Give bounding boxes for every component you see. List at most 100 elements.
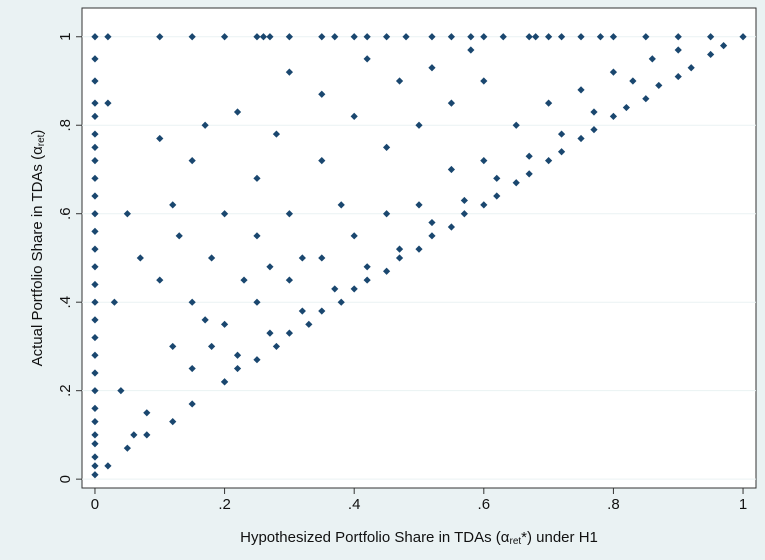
point: [415, 245, 423, 253]
point: [493, 174, 501, 182]
point: [363, 263, 371, 271]
point: [648, 55, 656, 63]
point: [123, 444, 131, 452]
point: [91, 192, 99, 200]
point: [545, 157, 553, 165]
point: [428, 218, 436, 227]
y-tick-label: .6: [57, 207, 74, 220]
point: [156, 33, 164, 41]
x-tick-label: .4: [348, 496, 361, 513]
point: [91, 227, 99, 236]
point: [655, 81, 663, 90]
point: [447, 223, 456, 231]
point: [91, 369, 99, 377]
point: [596, 33, 605, 41]
point: [480, 201, 488, 209]
point: [156, 276, 164, 284]
point: [525, 33, 533, 41]
point: [577, 86, 585, 94]
point: [350, 112, 358, 120]
point: [318, 307, 326, 315]
point: [298, 307, 306, 315]
point: [318, 254, 326, 262]
point: [123, 210, 131, 218]
point: [493, 192, 501, 200]
point: [272, 342, 281, 351]
point: [91, 245, 99, 253]
point: [674, 46, 682, 54]
point: [91, 143, 99, 151]
point: [91, 418, 99, 426]
point: [253, 356, 261, 364]
point: [91, 431, 99, 439]
point: [91, 351, 99, 359]
point: [642, 33, 650, 41]
x-axis-title-sub: ret: [509, 536, 521, 547]
point: [91, 263, 99, 271]
point: [91, 280, 99, 289]
point: [233, 351, 242, 359]
point: [428, 33, 436, 41]
point: [337, 298, 345, 306]
point: [91, 112, 99, 120]
point: [480, 157, 488, 165]
point: [266, 329, 274, 337]
y-axis-title-part: ): [29, 130, 46, 135]
point: [350, 232, 358, 240]
point: [447, 99, 456, 107]
point: [253, 33, 261, 41]
point: [285, 68, 293, 76]
point: [188, 364, 196, 373]
point: [499, 33, 507, 41]
point: [480, 77, 488, 85]
point: [512, 121, 520, 129]
point: [156, 134, 164, 143]
point: [318, 157, 326, 165]
x-tick-label: 0: [91, 496, 99, 513]
point: [233, 108, 242, 116]
point: [687, 64, 695, 72]
point: [363, 55, 371, 63]
point: [467, 46, 475, 54]
point: [337, 201, 345, 209]
point: [402, 33, 410, 41]
point: [545, 33, 553, 41]
point: [169, 418, 177, 426]
point: [91, 55, 99, 63]
point: [208, 342, 216, 351]
point: [707, 33, 715, 41]
x-axis-title-part: Hypothesized Portfolio Share in TDAs (α: [240, 529, 510, 546]
point: [240, 276, 248, 284]
point: [188, 298, 196, 306]
x-tick-label: 1: [739, 496, 747, 513]
point: [674, 72, 682, 81]
point: [382, 33, 391, 41]
point: [512, 179, 520, 187]
point: [91, 453, 99, 461]
point: [532, 33, 540, 41]
point: [719, 42, 728, 50]
point: [590, 126, 598, 134]
point: [91, 157, 99, 165]
point: [415, 201, 423, 209]
point: [104, 462, 112, 470]
point: [201, 121, 209, 129]
point: [169, 342, 177, 351]
point: [609, 112, 618, 120]
point: [259, 33, 268, 41]
point: [253, 298, 261, 306]
point: [175, 232, 183, 240]
point: [395, 77, 404, 85]
point: [117, 387, 125, 395]
point: [428, 64, 436, 72]
point: [91, 77, 99, 85]
point: [382, 143, 391, 151]
point: [220, 210, 229, 218]
point: [220, 33, 229, 41]
point: [331, 285, 339, 293]
x-tick-label: .8: [607, 496, 620, 513]
point: [169, 201, 177, 209]
y-tick-label: .2: [57, 384, 74, 397]
point: [272, 130, 281, 138]
point: [285, 276, 293, 284]
